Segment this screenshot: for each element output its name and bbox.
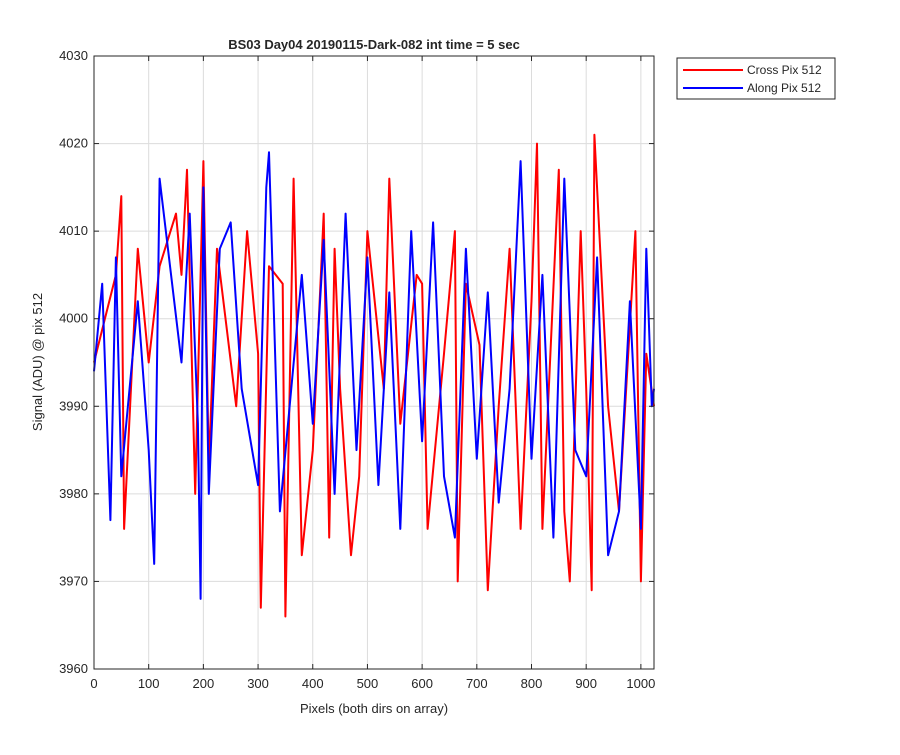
x-tick-label: 900 [575,676,597,691]
legend-box [676,57,836,100]
x-tick-label: 600 [411,676,433,691]
y-tick-label: 3990 [59,398,88,413]
x-tick-label: 500 [357,676,379,691]
legend-label-cross: Cross Pix 512 [747,63,822,77]
x-tick-label: 1000 [626,676,655,691]
legend-label-along: Along Pix 512 [747,81,821,95]
x-tick-label: 400 [302,676,324,691]
y-tick-label: 4020 [59,136,88,151]
x-tick-label: 100 [138,676,160,691]
x-tick-label: 300 [247,676,269,691]
y-tick-label: 4010 [59,223,88,238]
y-axis-label: Signal (ADU) @ pix 512 [30,293,45,431]
plot-frame [93,55,655,670]
chart-title: BS03 Day04 20190115-Dark-082 int time = … [228,37,520,52]
series-lines [93,133,655,618]
x-tick-label: 700 [466,676,488,691]
y-tick-label: 3980 [59,486,88,501]
y-tick-label: 4000 [59,311,88,326]
x-tick-label: 0 [90,676,97,691]
y-tick-label: 3960 [59,661,88,676]
y-tick-label: 3970 [59,573,88,588]
series-line-cross-pix-512 [93,133,655,618]
series-line-along-pix-512 [93,151,655,600]
x-axis-label: Pixels (both dirs on array) [300,701,448,716]
x-tick-label: 200 [193,676,215,691]
y-tick-label: 4030 [59,48,88,63]
plot-area [94,56,654,669]
axis-ticks: 0 100 200 300 400 500 600 700 800 900 1000 3960 3970… [59,48,655,691]
x-tick-label: 800 [521,676,543,691]
legend: Cross Pix 512 Along Pix 512 [676,57,836,100]
